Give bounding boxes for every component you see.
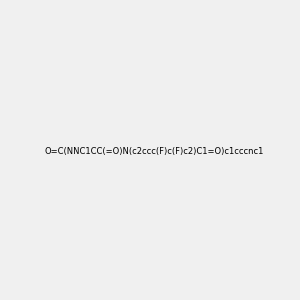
Text: O=C(NNC1CC(=O)N(c2ccc(F)c(F)c2)C1=O)c1cccnc1: O=C(NNC1CC(=O)N(c2ccc(F)c(F)c2)C1=O)c1cc… (44, 147, 263, 156)
